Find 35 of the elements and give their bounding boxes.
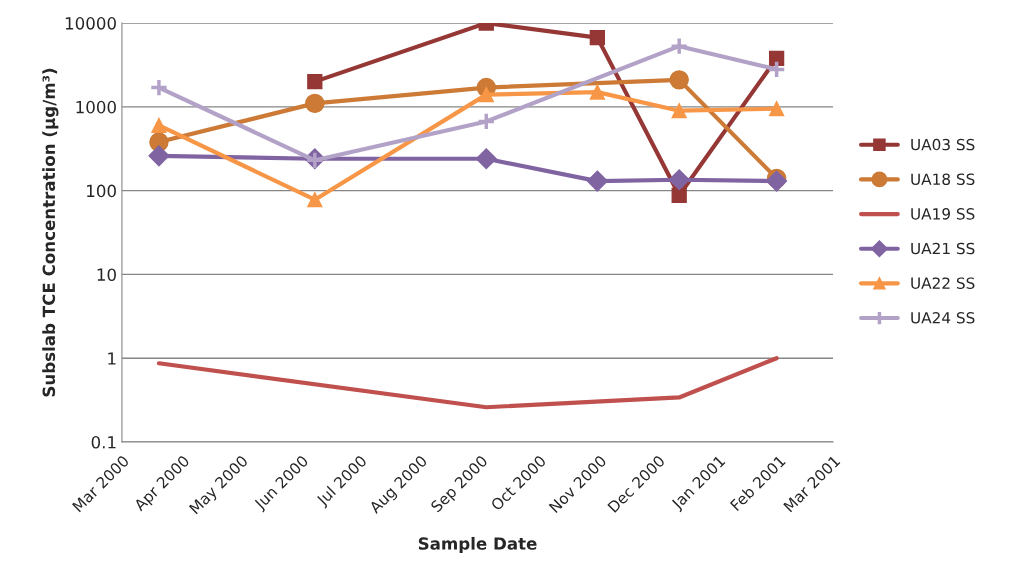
point — [478, 86, 494, 103]
point — [151, 117, 167, 134]
point — [307, 192, 323, 208]
line-series — [156, 356, 779, 410]
legend-label: UA18 SS — [911, 173, 975, 185]
point — [307, 74, 323, 90]
legend-label: UA24 SS — [911, 312, 975, 324]
point — [671, 187, 687, 203]
point — [767, 60, 786, 79]
legend-label: UA22 SS — [911, 277, 975, 289]
point — [671, 103, 687, 119]
y-tick-label: 1 — [108, 352, 116, 365]
point — [148, 145, 170, 167]
point — [305, 93, 325, 114]
y-tick-label: 0.1 — [91, 435, 116, 449]
point — [768, 50, 785, 66]
legend-label: UA03 SS — [911, 138, 975, 151]
point — [586, 170, 608, 192]
y-tick-label: 10000 — [65, 17, 116, 30]
point — [149, 78, 169, 97]
legend-label: UA19 SS — [911, 208, 975, 220]
point — [476, 112, 496, 131]
point — [475, 148, 497, 170]
point — [589, 30, 605, 46]
x-axis-title: Sample Date — [418, 536, 537, 554]
y-tick-label: 1000 — [76, 100, 116, 114]
point — [668, 169, 690, 191]
point — [669, 36, 689, 56]
y-axis-title: Subslab TCE Concentration (µg/m³) — [42, 68, 59, 397]
y-tick-label: 10 — [97, 268, 116, 281]
point — [589, 84, 605, 100]
y-tick-label: 100 — [87, 184, 116, 198]
legend-label: UA21 SS — [911, 242, 975, 255]
point — [768, 101, 785, 117]
point — [669, 70, 689, 90]
